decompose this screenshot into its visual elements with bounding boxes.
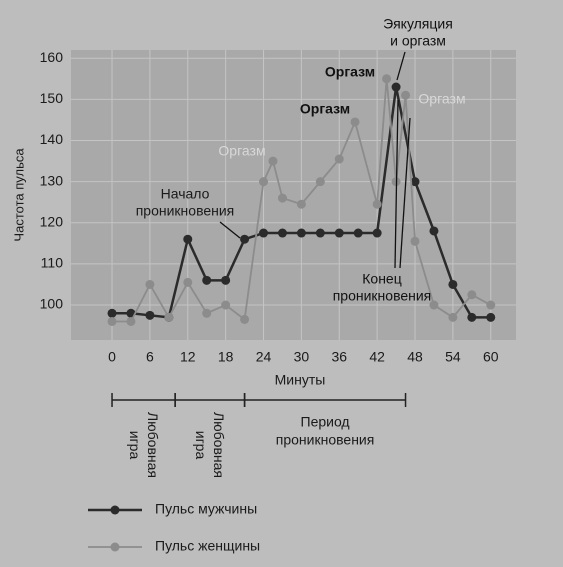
data-point <box>410 236 420 246</box>
data-point <box>315 228 325 238</box>
data-point <box>259 177 269 187</box>
y-tick-label: 140 <box>40 131 64 147</box>
annotation: Эякуляция <box>383 16 453 32</box>
phase-label: игра <box>127 431 143 460</box>
data-point <box>296 228 306 238</box>
legend-label: Пульс женщины <box>155 538 260 554</box>
data-point <box>277 228 287 238</box>
data-point <box>221 275 231 285</box>
x-tick-label: 36 <box>331 349 347 365</box>
x-tick-label: 30 <box>294 349 310 365</box>
phase-label: Любовная <box>145 412 161 478</box>
data-point <box>429 226 439 236</box>
annotation: Конец <box>362 271 401 287</box>
x-tick-label: 0 <box>108 349 116 365</box>
data-point <box>350 117 360 127</box>
annotation: Оргазм <box>218 143 265 159</box>
data-point <box>240 314 250 324</box>
data-point <box>107 308 117 318</box>
data-point <box>268 156 278 166</box>
data-point <box>145 310 155 320</box>
data-point <box>382 74 392 84</box>
phase-label: Любовная <box>211 412 227 478</box>
y-tick-label: 100 <box>40 296 64 312</box>
data-point <box>401 90 411 100</box>
data-point <box>221 300 231 310</box>
annotation: Оргазм <box>418 91 465 107</box>
legend-marker <box>110 505 120 515</box>
data-point <box>486 312 496 322</box>
annotation: Оргазм <box>300 101 350 117</box>
plot-area <box>71 50 516 340</box>
data-point <box>467 312 477 322</box>
phase-label: игра <box>193 431 209 460</box>
phase-label: проникновения <box>276 432 375 448</box>
data-point <box>391 82 401 92</box>
x-tick-label: 42 <box>369 349 385 365</box>
data-point <box>315 177 325 187</box>
annotation: Начало <box>161 186 210 202</box>
data-point <box>202 308 212 318</box>
x-tick-label: 48 <box>407 349 423 365</box>
data-point <box>277 193 287 203</box>
annotation: и оргазм <box>390 33 446 49</box>
data-point <box>353 228 363 238</box>
annotation: проникновения <box>333 288 432 304</box>
y-tick-label: 110 <box>41 255 64 271</box>
data-point <box>145 279 155 289</box>
data-point <box>107 316 117 326</box>
data-point <box>164 312 174 322</box>
x-tick-label: 6 <box>146 349 154 365</box>
x-tick-label: 18 <box>218 349 234 365</box>
data-point <box>448 279 458 289</box>
annotation-arrow <box>396 51 406 81</box>
x-tick-label: 60 <box>483 349 499 365</box>
data-point <box>259 228 269 238</box>
data-point <box>183 234 193 244</box>
data-point <box>296 199 306 209</box>
data-point <box>372 199 382 209</box>
series-line <box>112 78 492 323</box>
y-tick-label: 120 <box>40 213 64 229</box>
data-point <box>202 275 212 285</box>
y-tick-label: 150 <box>40 90 64 106</box>
x-axis-title: Минуты <box>275 372 326 388</box>
data-point <box>126 316 136 326</box>
annotation-arrow <box>394 99 399 269</box>
legend-label: Пульс мужчины <box>155 501 257 517</box>
data-point <box>240 234 250 244</box>
data-point <box>334 228 344 238</box>
annotation-arrow <box>219 221 241 239</box>
annotation: проникновения <box>136 203 235 219</box>
data-point <box>448 312 458 322</box>
y-axis-title: Частота пульса <box>11 148 26 242</box>
data-point <box>467 290 477 300</box>
data-point <box>486 300 496 310</box>
x-tick-label: 12 <box>180 349 196 365</box>
y-tick-label: 130 <box>40 172 64 188</box>
data-point <box>372 228 382 238</box>
annotation-arrow <box>399 117 411 269</box>
y-tick-label: 160 <box>40 49 64 65</box>
data-point <box>410 177 420 187</box>
x-tick-label: 54 <box>445 349 461 365</box>
legend-marker <box>110 542 120 552</box>
phase-label: Период <box>301 414 350 430</box>
data-point <box>334 154 344 164</box>
annotation: Оргазм <box>325 64 375 80</box>
x-tick-label: 24 <box>256 349 272 365</box>
data-point <box>183 277 193 287</box>
data-point <box>429 300 439 310</box>
